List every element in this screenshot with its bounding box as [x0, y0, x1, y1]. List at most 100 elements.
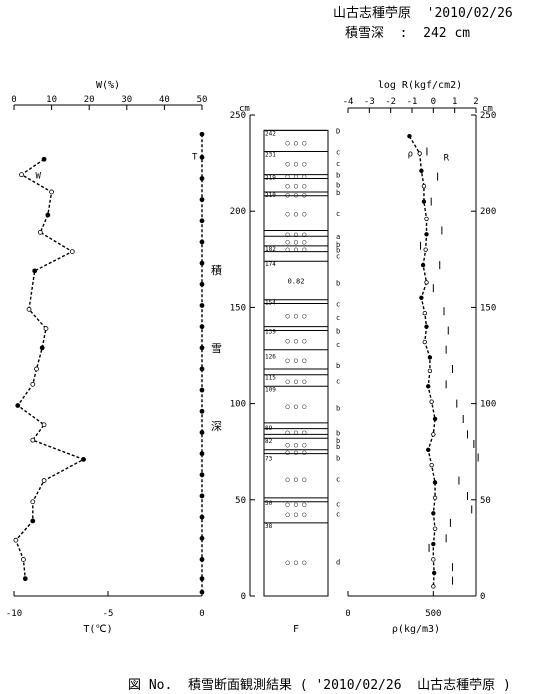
logr-tick-label: -2 — [385, 97, 396, 107]
logr-tick-label: 0 — [431, 97, 436, 107]
series-t-point — [199, 260, 205, 266]
hardness-code: c — [336, 501, 340, 509]
series-rho-point — [431, 584, 436, 589]
layer-depth-label: 242 — [265, 130, 276, 137]
hardness-code: b — [336, 404, 340, 412]
series-t-point — [199, 366, 205, 372]
layer-depth-label: 139 — [265, 329, 276, 336]
hardness-code: c — [336, 301, 340, 309]
series-w-point — [41, 422, 47, 428]
right-depth-tick-label: 250 — [480, 111, 496, 121]
hardness-code: b — [336, 327, 340, 335]
hardness-code: b — [336, 181, 340, 189]
w-axis-label: W(%) — [96, 80, 120, 91]
hardness-code: b — [336, 429, 340, 437]
grain-shape: 0.82 — [288, 277, 305, 285]
series-w-point — [22, 576, 28, 582]
hardness-code: c — [336, 378, 340, 386]
grain-shape: ○ ○ ○ — [285, 356, 306, 364]
hardness-code: c — [336, 210, 340, 218]
layer-depth-label: 126 — [265, 354, 276, 361]
rho-tick-label: 500 — [425, 609, 441, 619]
water-temp-panel: 0 10 20 30 40 50 W(%) -10 -5 0 T(℃) W T — [6, 80, 208, 635]
w-tick-label: 0 — [11, 95, 16, 105]
series-w-point — [41, 156, 47, 162]
hardness-code: d — [336, 558, 340, 566]
series-t-point — [199, 576, 205, 582]
layer-depth-label: 115 — [265, 375, 276, 382]
t-tick-label: -10 — [6, 609, 22, 619]
series-rho-point — [424, 280, 429, 285]
series-t-point — [199, 303, 205, 308]
grain-shape: ○ ○ ○ — [285, 337, 306, 345]
series-w-point — [15, 403, 21, 408]
grain-shape: ○ ○ ○ — [285, 449, 306, 457]
series-w-point — [45, 212, 51, 218]
density-resistance-panel: cm 0 50 100 150 200 250 -4 -3 -2 -1 0 1 2 log R(kgf/cm… — [343, 80, 497, 635]
logr-tick-label: -1 — [407, 97, 418, 107]
series-rho-point — [424, 232, 429, 237]
series-w-point — [43, 326, 49, 331]
series-rho-point — [431, 541, 436, 547]
layer-depth-label: 82 — [265, 438, 273, 445]
grain-shape: ○ ○ ○ — [285, 378, 306, 386]
series-rho-point — [429, 462, 434, 468]
grain-shape: ○ ○ ○ — [285, 191, 306, 199]
series-t-point — [199, 131, 205, 137]
grain-shape: ○ ○ ○ — [285, 210, 306, 218]
grain-shape: ○ ○ ○ — [285, 139, 306, 147]
series-rho-point — [419, 168, 424, 173]
series-w-name: W — [36, 172, 42, 182]
side-label-char: 雪 — [211, 342, 222, 355]
series-t-point — [199, 472, 205, 478]
series-rho-point — [431, 557, 436, 562]
series-w-point — [13, 537, 19, 543]
series-rho-point — [427, 355, 433, 360]
series-t-point — [199, 218, 205, 224]
series-w-line — [15, 158, 86, 579]
t-tick-label: 0 — [199, 609, 204, 619]
w-tick-label: 10 — [46, 95, 57, 105]
hardness-code: b — [336, 279, 340, 287]
series-rho-point — [422, 310, 427, 316]
series-rho-point — [432, 495, 438, 501]
series-rho-point — [426, 384, 431, 389]
hardness-code: c — [336, 476, 340, 484]
w-tick-label: 20 — [84, 95, 95, 105]
grain-shape: ○ ○ ○ — [285, 312, 306, 320]
grain-shape: ○ ○ ○ — [285, 160, 306, 168]
series-rho-point — [424, 324, 429, 329]
layer-depth-label: 73 — [265, 456, 273, 463]
layer-depth-label: 89 — [265, 425, 273, 432]
series-w-point — [30, 499, 36, 505]
depth-tick-label: 100 — [230, 400, 246, 410]
right-depth-axis-unit: cm — [482, 104, 493, 114]
layer-depth-label: 109 — [265, 386, 276, 393]
side-label-char: 積 — [211, 263, 222, 277]
grain-shape: ○ ○ ○ — [285, 558, 306, 566]
series-rho-point — [431, 432, 436, 437]
series-t-point — [199, 430, 205, 435]
layer-depth-label: 154 — [265, 300, 276, 307]
hardness-code: b — [336, 189, 340, 197]
grain-shape: ○ ○ ○ — [285, 182, 306, 190]
series-t-point — [199, 345, 205, 351]
series-t-point — [199, 589, 205, 595]
hardness-code: b — [336, 362, 340, 370]
series-rho-point — [419, 295, 424, 300]
series-t-point — [199, 557, 205, 562]
hardness-code: b — [336, 241, 340, 249]
series-t-point — [199, 324, 205, 330]
grain-shape: ○ ○ ○ — [285, 441, 306, 449]
series-w-point — [69, 249, 75, 255]
series-rho-point — [407, 133, 412, 139]
series-rho-point — [431, 511, 436, 516]
series-rho-point — [432, 526, 438, 531]
station-date: 山古志種苧原 '2010/02/26 — [333, 6, 513, 21]
series-w-point — [81, 456, 86, 462]
grain-shape: ○ ○ ○ — [285, 238, 306, 246]
right-depth-tick-label: 200 — [480, 207, 496, 217]
series-rho-point — [426, 447, 431, 452]
layer-depth-label: 219 — [265, 175, 276, 182]
hardness-code: c — [336, 314, 340, 322]
